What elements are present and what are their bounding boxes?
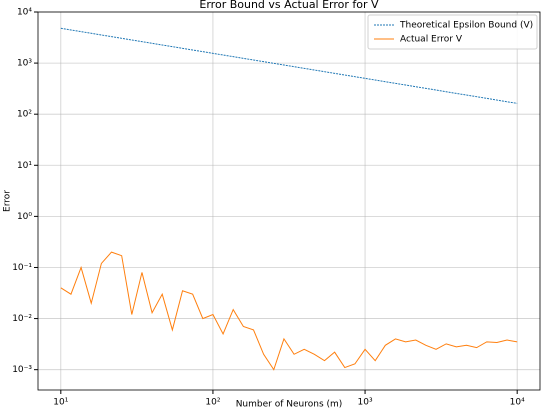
y-tick-label: 10⁻² (12, 314, 32, 324)
series-line (60, 251, 518, 371)
y-tick-label: 10² (17, 110, 32, 120)
legend-box (367, 14, 538, 50)
x-tick-label: 10³ (358, 398, 373, 408)
y-tick-label: 10⁴ (17, 8, 32, 18)
y-tick-label: 10³ (17, 59, 32, 69)
y-tick-label: 10⁰ (17, 212, 32, 222)
x-axis-label: Number of Neurons (m) (236, 400, 343, 410)
chart-title: Error Bound vs Actual Error for V (199, 0, 379, 11)
series-line (60, 27, 518, 104)
y-axis-label: Error (3, 190, 13, 212)
x-tick-label: 10⁴ (510, 398, 525, 408)
legend-label: Theoretical Epsilon Bound (V) (399, 21, 533, 31)
y-tick-label: 10¹ (17, 161, 32, 171)
plot-frame (37, 11, 541, 391)
legend-label: Actual Error V (400, 35, 463, 45)
y-tick-label: 10⁻³ (12, 365, 32, 375)
y-tick-label: 10⁻¹ (12, 263, 32, 273)
x-tick-label: 10² (205, 398, 220, 408)
x-tick-label: 10¹ (53, 398, 68, 408)
